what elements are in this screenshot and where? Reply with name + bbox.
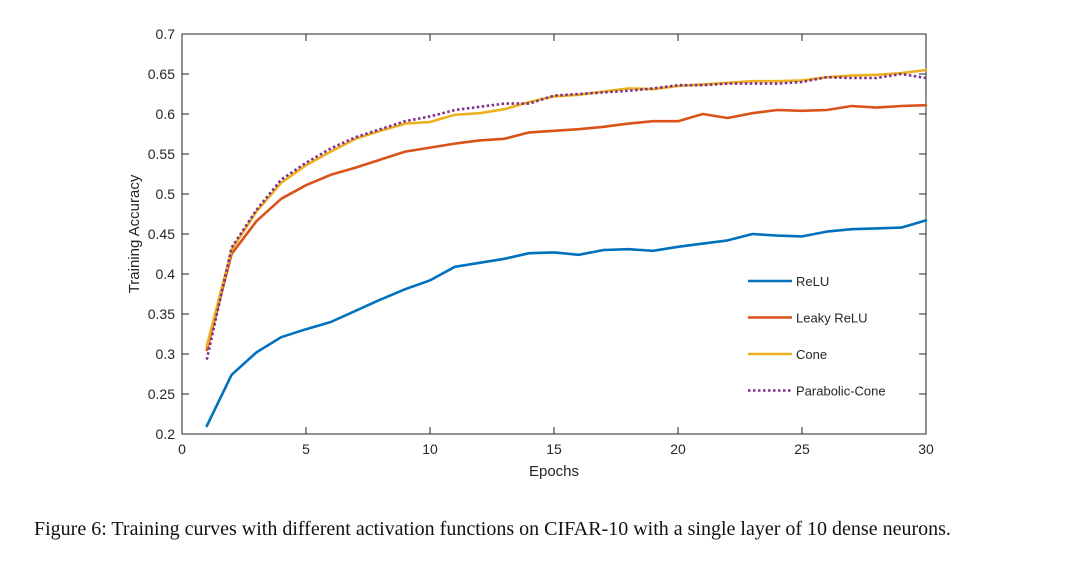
legend-box xyxy=(735,262,903,406)
y-tick-label: 0.4 xyxy=(156,266,176,282)
y-axis-label: Training Accuracy xyxy=(126,174,143,293)
x-tick-label: 0 xyxy=(178,441,186,457)
series-line-relu xyxy=(205,219,928,428)
y-tick-label: 0.45 xyxy=(148,226,175,242)
figure-caption: Figure 6: Training curves with different… xyxy=(34,518,951,540)
y-tick-label: 0.3 xyxy=(156,346,176,362)
series-line-leaky-relu xyxy=(205,103,928,352)
legend: ReLU Leaky ReLU Cone Parabolic-Cone xyxy=(735,262,903,406)
x-tick-label: 10 xyxy=(422,441,438,457)
y-tick-label: 0.35 xyxy=(148,306,175,322)
series-layer xyxy=(205,68,928,428)
series-line-parabolic-cone xyxy=(205,72,927,360)
y-tick-label: 0.55 xyxy=(148,146,175,162)
y-tick-label: 0.2 xyxy=(156,426,176,442)
x-tick-label: 25 xyxy=(794,441,810,457)
legend-label: Cone xyxy=(796,347,827,362)
y-tick-label: 0.65 xyxy=(148,66,175,82)
y-tick-label: 0.5 xyxy=(156,186,176,202)
y-tick-label: 0.7 xyxy=(156,26,176,42)
x-tick-label: 15 xyxy=(546,441,562,457)
y-tick-label: 0.25 xyxy=(148,386,175,402)
y-tick-label: 0.6 xyxy=(156,106,176,122)
x-axis-label: Epochs xyxy=(529,463,579,480)
legend-label: Leaky ReLU xyxy=(796,311,868,326)
plot-area: 0 5 10 15 20 25 30 0.2 0.25 0.3 0.35 0.4 0.45 0.5 0.55… xyxy=(148,26,934,457)
x-tick-label: 5 xyxy=(302,441,310,457)
legend-label: ReLU xyxy=(796,274,829,289)
legend-label: Parabolic-Cone xyxy=(796,384,886,399)
training-curves-chart: 0 5 10 15 20 25 30 0.2 0.25 0.3 0.35 0.4 0.45 0.5 0.55… xyxy=(126,26,934,480)
x-tick-label: 20 xyxy=(670,441,686,457)
x-tick-label: 30 xyxy=(918,441,934,457)
